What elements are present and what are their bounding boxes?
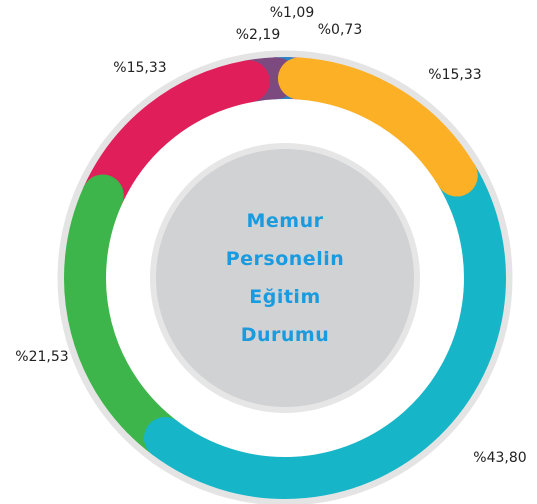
value-label: %1,09	[270, 5, 314, 21]
value-label: %0,73	[318, 22, 362, 38]
value-label: %21,53	[15, 349, 68, 365]
chart-title: Memur Personelin Eğitim Durumu	[225, 210, 345, 346]
value-label: %2,19	[236, 27, 280, 43]
outer-ring	[57, 50, 513, 504]
value-label: %43,80	[473, 450, 526, 466]
segment	[277, 57, 478, 197]
center-disc	[150, 143, 420, 413]
segment	[81, 60, 270, 217]
value-label: %15,33	[113, 60, 166, 76]
segment	[64, 174, 187, 460]
segments	[64, 57, 506, 499]
value-label: %15,33	[428, 67, 481, 83]
labels: %15,33 %43,80 %21,53 %15,33 %2,19 %1,09%0,73	[15, 5, 526, 466]
segment	[144, 154, 506, 499]
